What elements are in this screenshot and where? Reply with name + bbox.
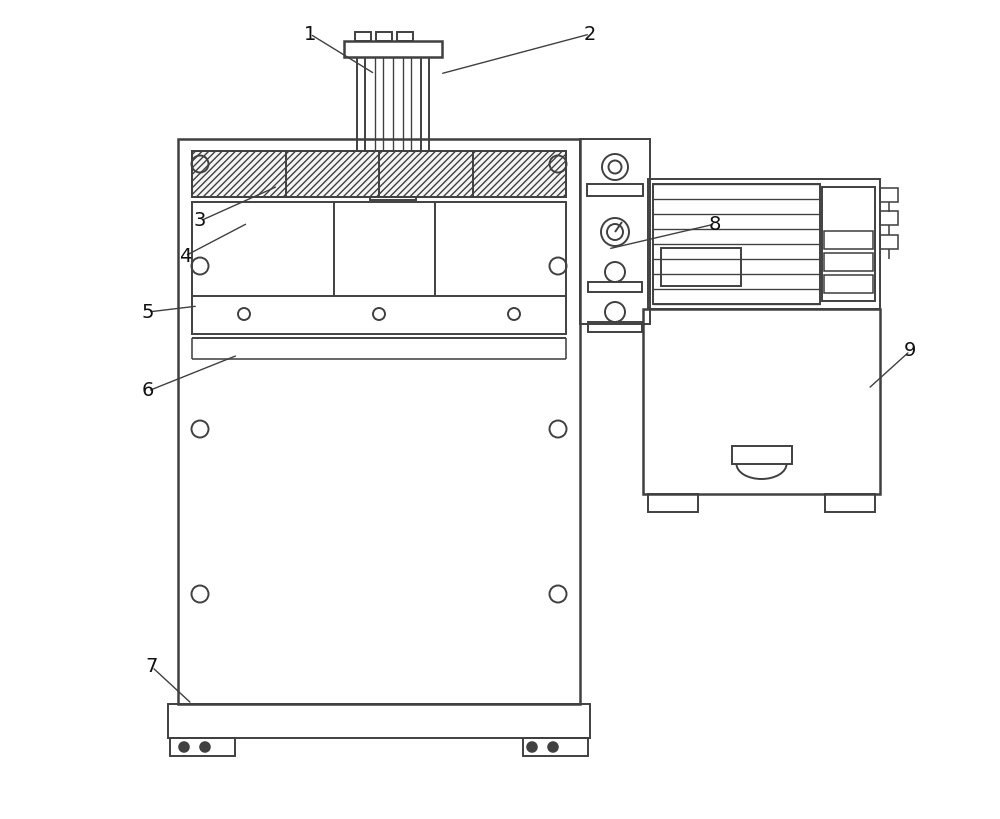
- Bar: [880, 235, 898, 249]
- Bar: [648, 179, 880, 309]
- Bar: [192, 151, 566, 197]
- Bar: [824, 275, 873, 293]
- Text: 8: 8: [709, 215, 721, 233]
- Bar: [168, 704, 590, 738]
- Circle shape: [179, 742, 189, 752]
- Bar: [397, 32, 413, 41]
- Bar: [192, 202, 566, 334]
- Text: 4: 4: [179, 247, 191, 265]
- Text: 5: 5: [142, 302, 154, 322]
- Bar: [661, 248, 741, 286]
- Bar: [653, 184, 820, 304]
- Bar: [587, 184, 643, 196]
- Bar: [370, 182, 416, 200]
- Bar: [588, 282, 642, 292]
- Text: 7: 7: [146, 658, 158, 676]
- Text: 3: 3: [194, 211, 206, 230]
- Bar: [880, 211, 898, 225]
- Circle shape: [200, 742, 210, 752]
- Bar: [824, 253, 873, 271]
- Bar: [732, 446, 792, 464]
- Bar: [344, 41, 442, 57]
- Bar: [880, 188, 898, 202]
- Bar: [825, 494, 875, 512]
- Bar: [824, 231, 873, 249]
- Text: 6: 6: [142, 382, 154, 400]
- Bar: [355, 32, 371, 41]
- Bar: [648, 494, 698, 512]
- Bar: [376, 32, 392, 41]
- Bar: [170, 738, 235, 756]
- Bar: [822, 187, 875, 301]
- Bar: [523, 738, 588, 756]
- Bar: [580, 139, 650, 324]
- Circle shape: [527, 742, 537, 752]
- Text: 1: 1: [304, 25, 316, 43]
- Bar: [588, 322, 642, 332]
- Bar: [192, 151, 566, 197]
- Circle shape: [548, 742, 558, 752]
- Text: 2: 2: [584, 25, 596, 43]
- Bar: [178, 139, 580, 704]
- Bar: [643, 309, 880, 494]
- Text: 9: 9: [904, 342, 916, 360]
